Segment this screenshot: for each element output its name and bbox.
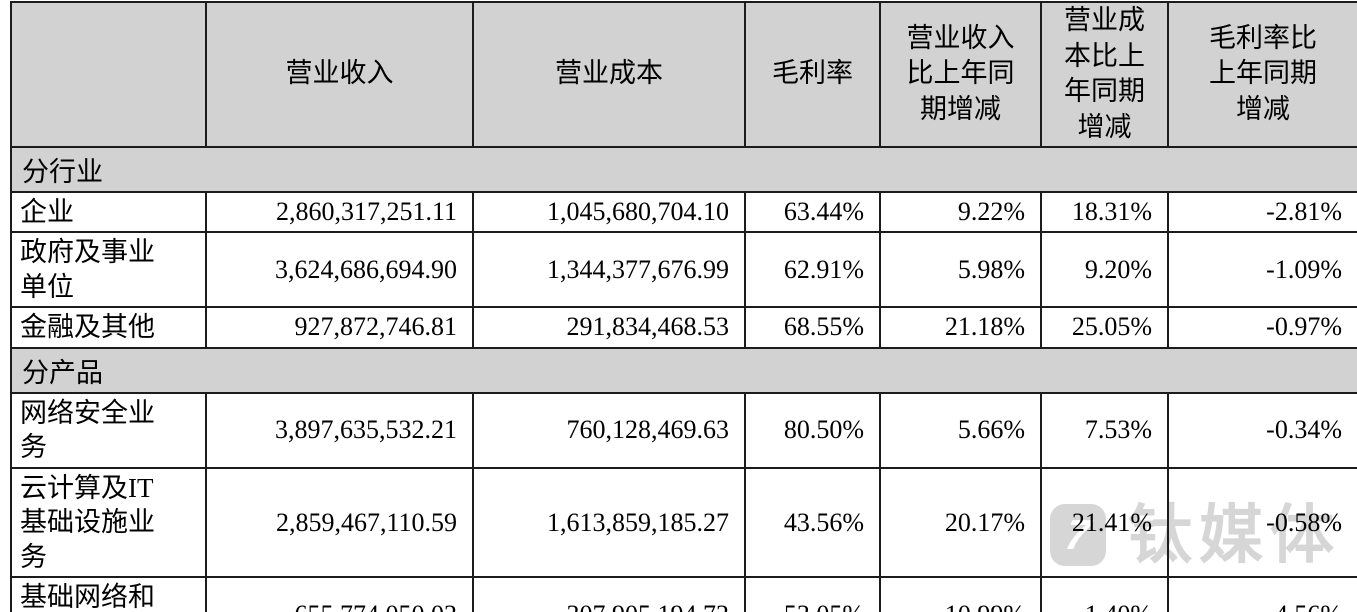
segment-revenue-table: 营业收入 营业成本 毛利率 营业收入 比上年同 期增减 营业成 本比上 年同期 … bbox=[10, 1, 1357, 612]
cell-label: 金融及其他 bbox=[10, 306, 207, 349]
cell-margin-yoy: -4.56% bbox=[1167, 576, 1357, 612]
cell-label: 云计算及IT 基础设施业 务 bbox=[10, 466, 207, 579]
cell-operating-revenue: 3,897,635,532.21 bbox=[205, 391, 474, 469]
col-header-operating-cost: 营业成本 bbox=[472, 1, 746, 148]
section-label: 分行业 bbox=[10, 145, 1357, 193]
row-enterprise: 企业 2,860,317,251.11 1,045,680,704.10 63.… bbox=[10, 190, 1357, 234]
cell-operating-cost: 1,045,680,704.10 bbox=[472, 190, 746, 234]
cell-margin-yoy: -0.97% bbox=[1167, 306, 1357, 349]
section-row-by-industry: 分行业 bbox=[10, 145, 1357, 193]
section-row-by-product: 分产品 bbox=[10, 346, 1357, 394]
row-government-institutions: 政府及事业 单位 3,624,686,694.90 1,344,377,676.… bbox=[10, 231, 1357, 309]
cell-gross-margin: 63.44% bbox=[744, 190, 881, 234]
cell-revenue-yoy: 20.17% bbox=[879, 466, 1042, 579]
cell-revenue-yoy: 9.22% bbox=[879, 190, 1042, 234]
cell-cost-yoy: 7.53% bbox=[1040, 391, 1169, 469]
row-basic-network-iot: 基础网络和 物联网业务 655,774,050.02 307,905,194.7… bbox=[10, 576, 1357, 612]
cell-margin-yoy: -0.34% bbox=[1167, 391, 1357, 469]
table-header-row: 营业收入 营业成本 毛利率 营业收入 比上年同 期增减 营业成 本比上 年同期 … bbox=[10, 1, 1357, 148]
col-header-margin-yoy-change: 毛利率比 上年同期 增减 bbox=[1167, 1, 1357, 148]
cell-operating-cost: 291,834,468.53 bbox=[472, 306, 746, 349]
cell-gross-margin: 43.56% bbox=[744, 466, 881, 579]
cell-cost-yoy: 9.20% bbox=[1040, 231, 1169, 309]
cell-cost-yoy: 18.31% bbox=[1040, 190, 1169, 234]
cell-gross-margin: 68.55% bbox=[744, 306, 881, 349]
cell-gross-margin: 53.05% bbox=[744, 576, 881, 612]
section-label: 分产品 bbox=[10, 346, 1357, 394]
cell-label: 政府及事业 单位 bbox=[10, 231, 207, 309]
row-finance-others: 金融及其他 927,872,746.81 291,834,468.53 68.5… bbox=[10, 306, 1357, 349]
cell-cost-yoy: -1.40% bbox=[1040, 576, 1169, 612]
cell-operating-revenue: 2,859,467,110.59 bbox=[205, 466, 474, 579]
cell-revenue-yoy: 5.98% bbox=[879, 231, 1042, 309]
cell-margin-yoy: -1.09% bbox=[1167, 231, 1357, 309]
cell-gross-margin: 62.91% bbox=[744, 231, 881, 309]
cell-label: 网络安全业 务 bbox=[10, 391, 207, 469]
cell-revenue-yoy: 5.66% bbox=[879, 391, 1042, 469]
cell-operating-cost: 1,344,377,676.99 bbox=[472, 231, 746, 309]
cell-operating-cost: 1,613,859,185.27 bbox=[472, 466, 746, 579]
col-header-gross-margin: 毛利率 bbox=[744, 1, 881, 148]
cell-operating-revenue: 3,624,686,694.90 bbox=[205, 231, 474, 309]
col-header-operating-revenue: 营业收入 bbox=[205, 1, 474, 148]
cell-operating-revenue: 927,872,746.81 bbox=[205, 306, 474, 349]
cell-label: 企业 bbox=[10, 190, 207, 234]
cell-revenue-yoy: 21.18% bbox=[879, 306, 1042, 349]
cell-margin-yoy: -2.81% bbox=[1167, 190, 1357, 234]
cell-label: 基础网络和 物联网业务 bbox=[10, 576, 207, 612]
corner-header-cell bbox=[10, 1, 207, 148]
col-header-revenue-yoy-change: 营业收入 比上年同 期增减 bbox=[879, 1, 1042, 148]
cell-gross-margin: 80.50% bbox=[744, 391, 881, 469]
cell-operating-revenue: 2,860,317,251.11 bbox=[205, 190, 474, 234]
row-cloud-it-infrastructure: 云计算及IT 基础设施业 务 2,859,467,110.59 1,613,85… bbox=[10, 466, 1357, 579]
cell-operating-cost: 307,905,194.72 bbox=[472, 576, 746, 612]
cell-cost-yoy: 21.41% bbox=[1040, 466, 1169, 579]
cell-revenue-yoy: -10.99% bbox=[879, 576, 1042, 612]
cell-operating-revenue: 655,774,050.02 bbox=[205, 576, 474, 612]
cell-operating-cost: 760,128,469.63 bbox=[472, 391, 746, 469]
cell-margin-yoy: -0.58% bbox=[1167, 466, 1357, 579]
cell-cost-yoy: 25.05% bbox=[1040, 306, 1169, 349]
row-network-security: 网络安全业 务 3,897,635,532.21 760,128,469.63 … bbox=[10, 391, 1357, 469]
col-header-cost-yoy-change: 营业成 本比上 年同期 增减 bbox=[1040, 1, 1169, 148]
